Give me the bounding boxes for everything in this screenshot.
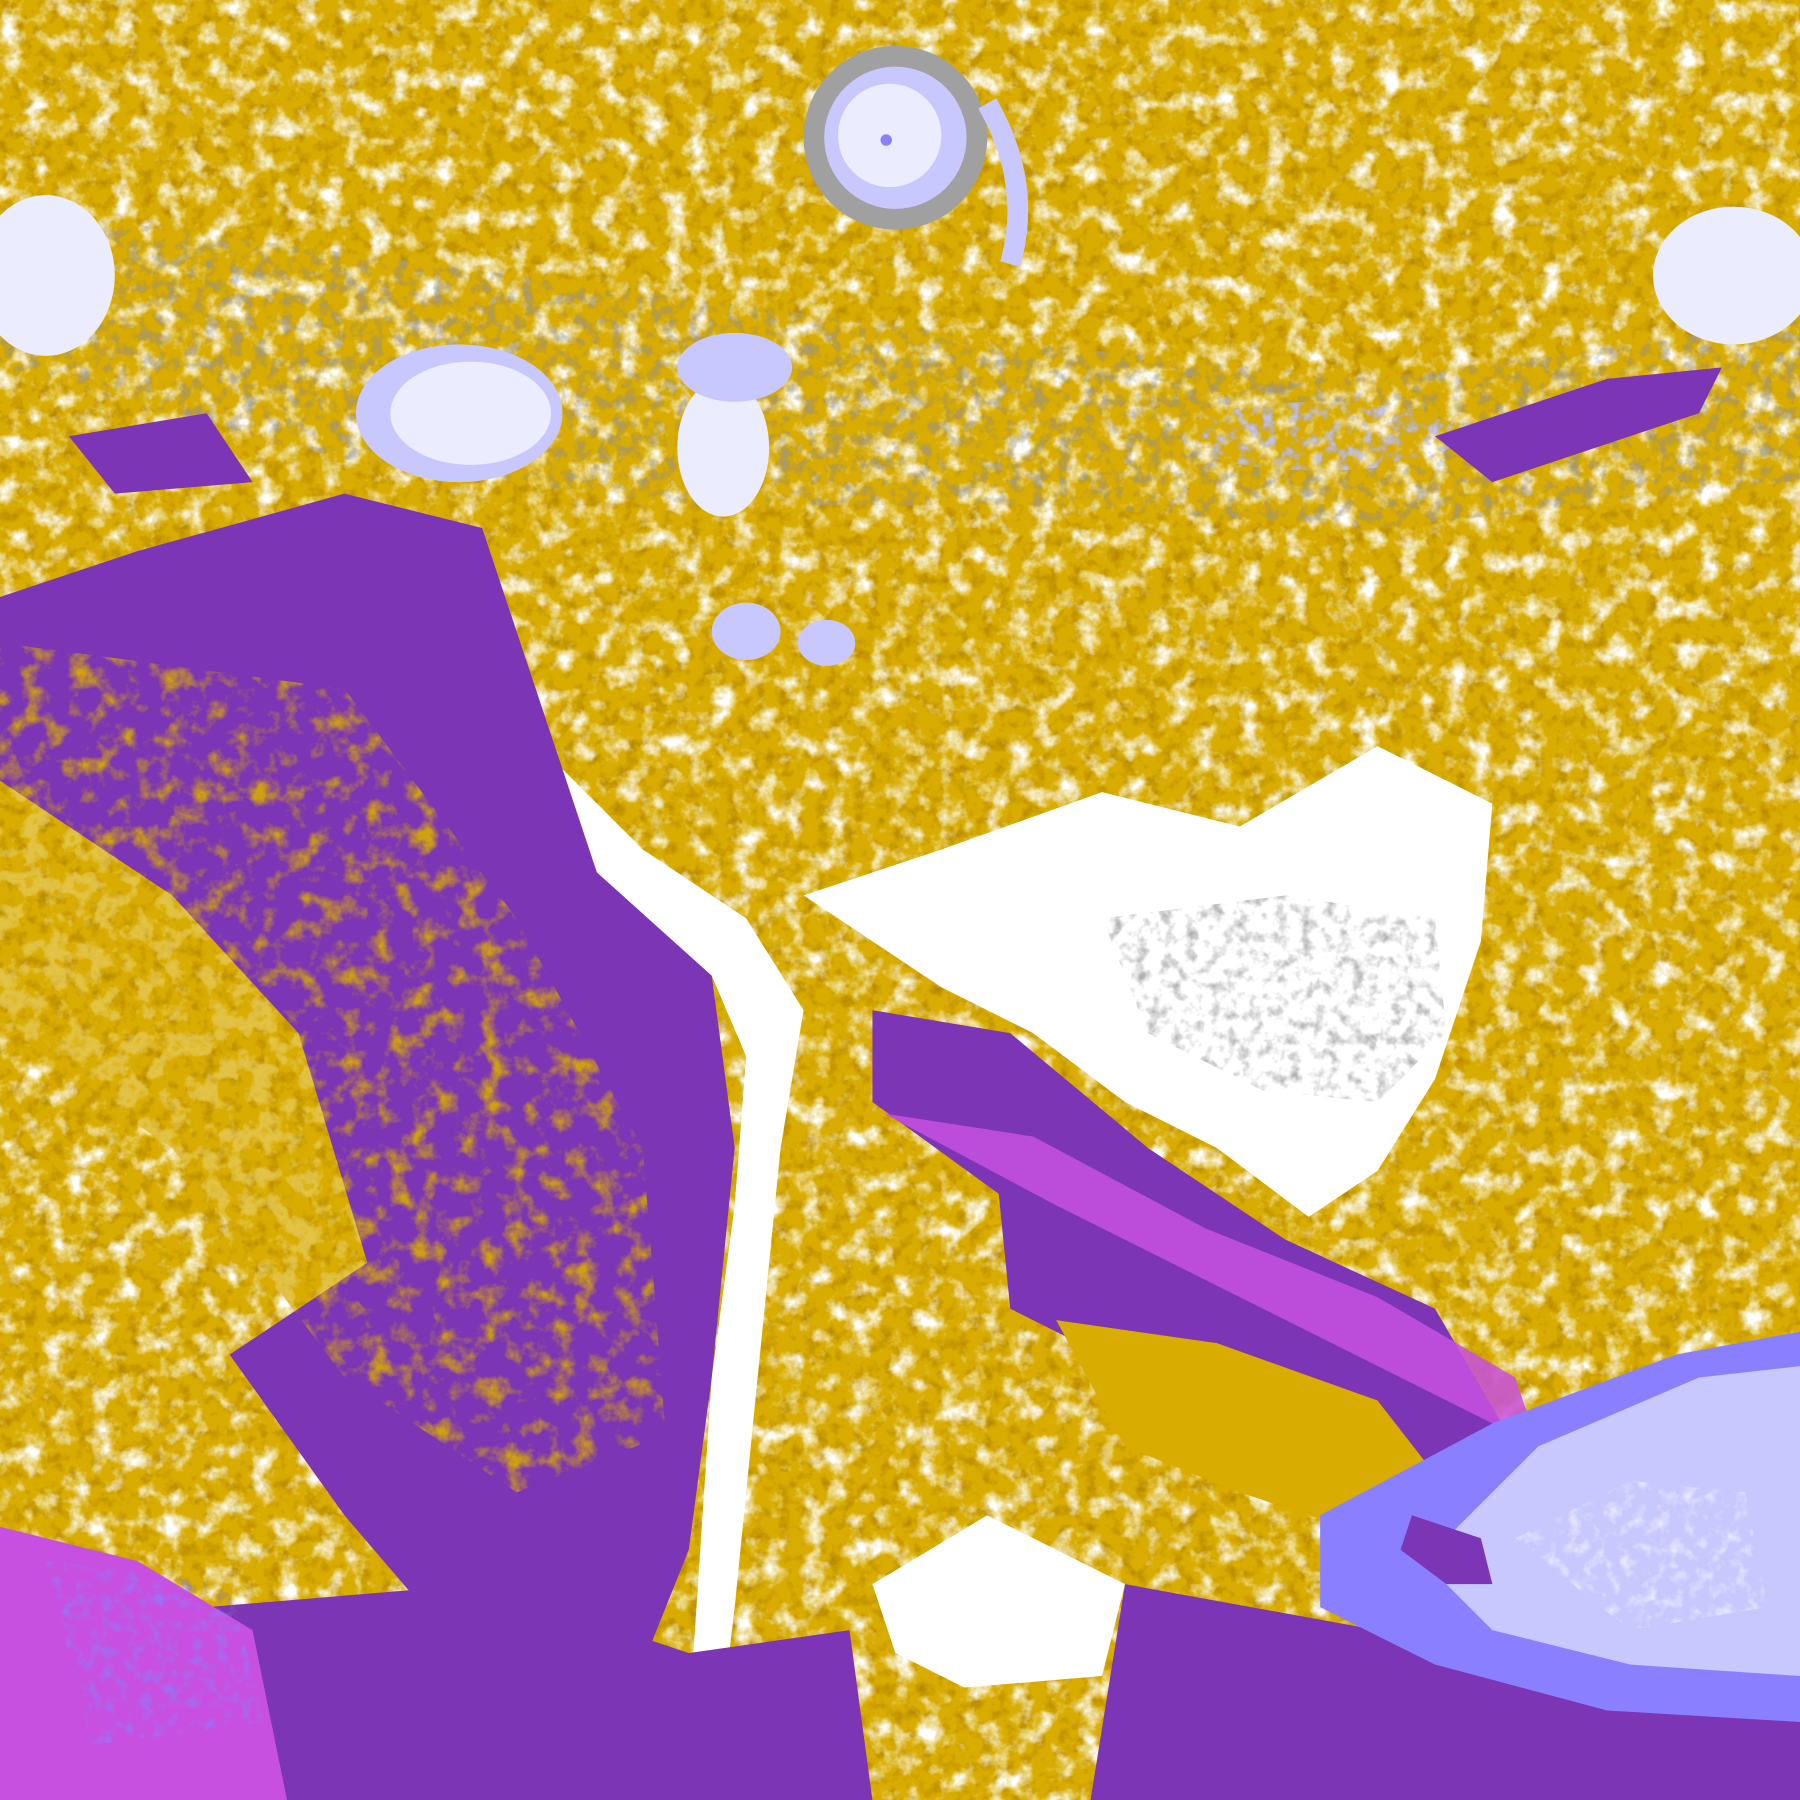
cloud-cluster [797,619,856,666]
cloud-cluster [1653,206,1800,345]
southern-cyclone-bright [1515,1480,1768,1631]
land-gray-region [1102,895,1447,1103]
north-purple-streak [1434,367,1722,483]
cloud-cluster [0,195,115,356]
atlantic-gold-plume [1056,1320,1458,1539]
andes-clear-strip [493,711,804,1800]
cloud-cluster-core [390,361,552,465]
hurricane-eye [880,134,892,146]
southern-purple-band [1090,1584,1800,1800]
south-pacific-purple [183,1584,873,1800]
north-purple-streak [68,413,253,494]
cloud-cluster [1182,401,1458,471]
southern-cyclone-eye-spiral [1400,1515,1493,1585]
cloud-cluster [677,378,770,517]
pacific-gold-streaks [0,642,666,1493]
hurricane-spiral-arm [978,98,1029,267]
south-pacific-cloud [45,1561,265,1745]
cloud-cluster [677,332,793,402]
atlantic-magenta-band [883,1113,1539,1447]
patagonia-clear [872,1515,1125,1688]
cloud-cluster [711,602,781,661]
